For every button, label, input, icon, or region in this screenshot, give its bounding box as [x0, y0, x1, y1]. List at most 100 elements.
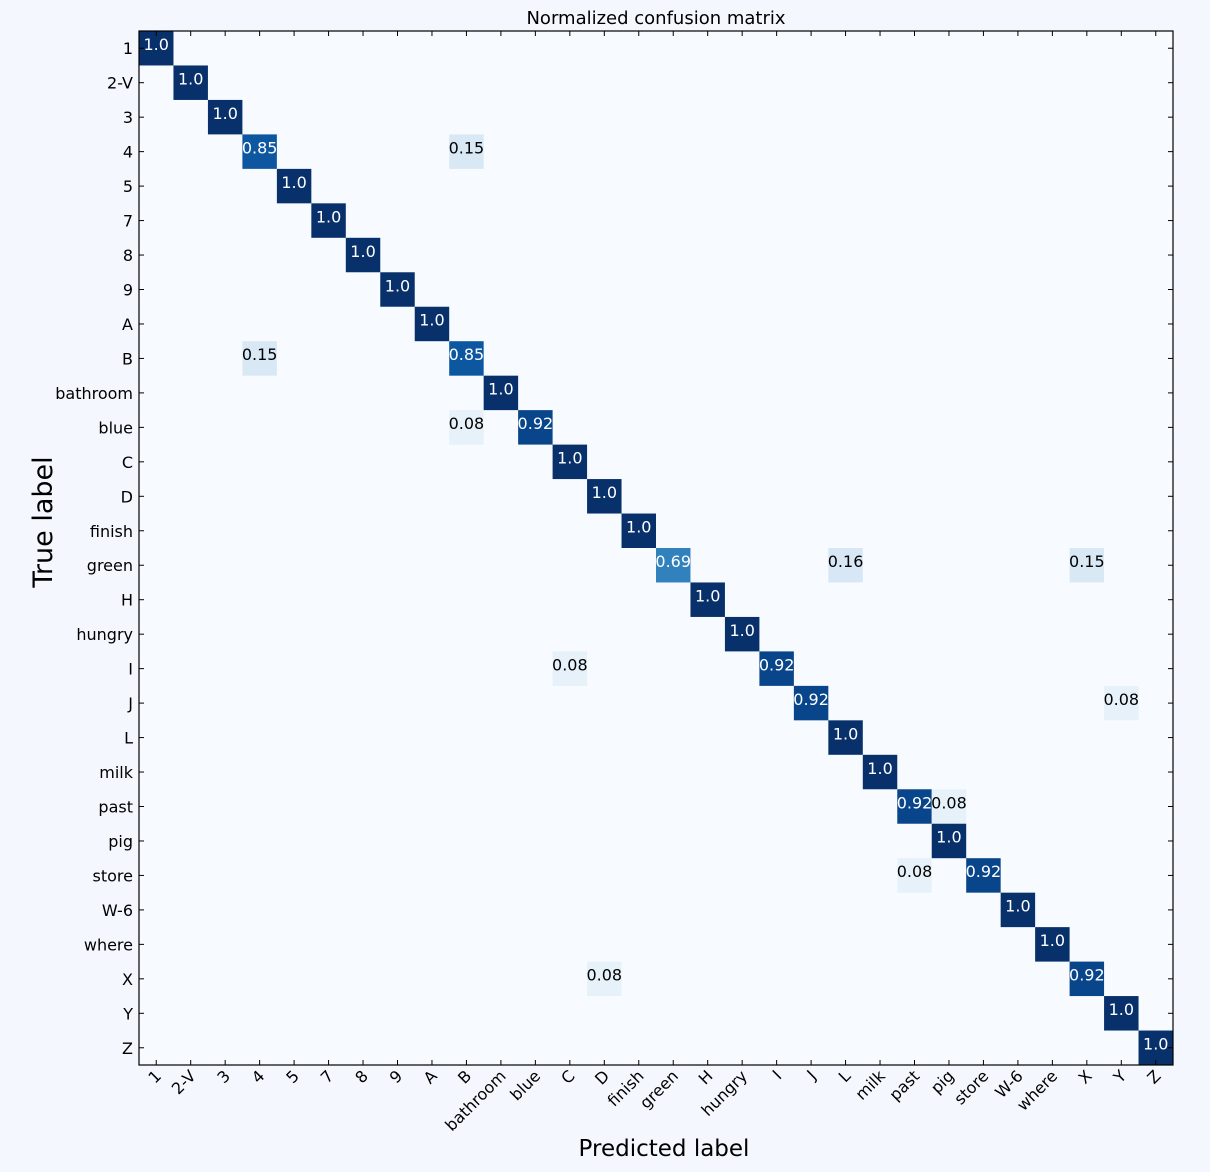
heatmap-cell	[690, 582, 725, 617]
heatmap-cell	[587, 479, 622, 514]
heatmap-cell	[449, 134, 484, 169]
cell-value-label: 1.0	[1143, 1035, 1168, 1054]
cell-value-label: 1.0	[316, 207, 341, 226]
y-axis-label: True label	[28, 456, 59, 588]
y-tick-label: green	[87, 556, 133, 575]
y-tick-label: 7	[123, 212, 133, 231]
y-tick-label: 5	[123, 177, 133, 196]
heatmap-cell	[552, 651, 588, 686]
cell-value-label: 0.15	[1069, 552, 1105, 571]
heatmap-cell	[1104, 996, 1139, 1031]
heatmap-cell	[966, 858, 1001, 893]
cell-value-label: 0.92	[897, 793, 933, 812]
heatmap-cell	[449, 410, 484, 445]
y-tick-label: 3	[123, 108, 133, 127]
heatmap-cell	[759, 651, 794, 686]
heatmap-cell	[1069, 548, 1105, 583]
y-tick-label: finish	[90, 522, 133, 541]
heatmap-cell	[207, 99, 243, 135]
y-tick-label: A	[122, 315, 133, 334]
heatmap-cell	[724, 616, 760, 652]
y-tick-label: blue	[98, 418, 133, 437]
cell-value-label: 0.08	[1103, 690, 1139, 709]
y-tick-label: bathroom	[55, 384, 133, 403]
y-tick-label: pig	[108, 832, 133, 851]
y-tick-label: L	[124, 729, 133, 748]
y-tick-label: I	[128, 660, 133, 679]
cell-value-label: 1.0	[1005, 897, 1030, 916]
cell-value-label: 0.85	[242, 138, 278, 157]
cell-value-label: 1.0	[867, 759, 892, 778]
cell-value-label: 0.08	[931, 793, 967, 812]
heatmap-cell	[414, 306, 450, 342]
cell-value-label: 0.92	[966, 862, 1002, 881]
heatmap-cell	[449, 341, 484, 376]
cell-value-label: 1.0	[1040, 931, 1065, 950]
heatmap-cell	[621, 513, 656, 548]
heatmap-cell	[1104, 685, 1139, 721]
cell-value-label: 0.08	[586, 966, 622, 985]
y-tick-label: hungry	[76, 625, 133, 644]
cell-value-label: 1.0	[729, 621, 754, 640]
heatmap-cell	[380, 272, 415, 307]
heatmap-cell	[139, 31, 174, 66]
y-tick-label: X	[122, 970, 133, 989]
cell-value-label: 1.0	[178, 69, 203, 88]
heatmap-cell	[587, 961, 622, 997]
heatmap-cell	[518, 410, 553, 445]
heatmap-cell	[242, 134, 277, 169]
cell-value-label: 0.85	[449, 345, 485, 364]
cell-value-label: 0.92	[759, 655, 795, 674]
x-axis-label: Predicted label	[579, 1136, 750, 1162]
cell-value-label: 0.08	[552, 655, 588, 674]
cell-value-label: 1.0	[626, 518, 651, 537]
cell-value-label: 0.15	[242, 345, 278, 364]
cell-value-label: 0.69	[655, 552, 691, 571]
y-tick-label: D	[121, 487, 133, 506]
heatmap-cell	[1000, 892, 1036, 928]
cell-value-label: 1.0	[557, 449, 582, 468]
y-tick-label: store	[93, 866, 133, 885]
y-tick-label: past	[98, 798, 133, 817]
heatmap-cell	[828, 548, 863, 583]
cell-value-label: 1.0	[1109, 1000, 1134, 1019]
cell-value-label: 1.0	[833, 724, 858, 743]
cell-value-label: 1.0	[695, 586, 720, 605]
axes-frame	[138, 30, 1174, 1066]
y-tick-label: 1	[123, 39, 133, 58]
cell-value-label: 1.0	[936, 828, 961, 847]
y-tick-label: W-6	[102, 901, 133, 920]
cell-value-label: 1.0	[488, 380, 513, 399]
y-tick-label: 2-V	[107, 74, 133, 93]
y-tick-label: B	[122, 349, 133, 368]
heatmap-cell	[552, 444, 588, 480]
heatmap-cell	[1138, 1030, 1173, 1065]
heatmap-cell	[276, 168, 312, 204]
cell-value-label: 1.0	[419, 311, 444, 330]
y-tick-label: 9	[123, 281, 133, 300]
y-tick-label: 4	[123, 143, 133, 162]
plot-area: 1.01.01.00.85 0.151.01.01.01.01.00.15 0.85…	[55, 30, 1174, 1135]
heatmap-cell	[897, 858, 932, 893]
heatmap-cell	[1069, 961, 1105, 997]
cell-value-label: 0.92	[518, 414, 554, 433]
y-tick-label: milk	[99, 763, 133, 782]
heatmap-cell	[173, 65, 208, 100]
y-tick-label: H	[121, 591, 133, 610]
cell-value-label: 0.08	[449, 414, 485, 433]
heatmap-cell	[828, 720, 863, 755]
cell-value-label: 0.92	[793, 690, 829, 709]
heatmap-cell	[656, 548, 691, 583]
heatmap-cell	[311, 203, 346, 238]
heatmap-cell	[931, 789, 967, 824]
y-tick-label: Y	[122, 1004, 133, 1023]
heatmap-cell	[931, 823, 967, 859]
y-tick-label: where	[84, 935, 133, 954]
cell-value-label: 1.0	[281, 173, 306, 192]
heatmap-cell	[793, 685, 829, 721]
heatmap-cell	[242, 341, 277, 376]
heatmap-cell	[897, 789, 932, 824]
cell-value-label: 1.0	[385, 276, 410, 295]
cell-value-label: 1.0	[592, 483, 617, 502]
